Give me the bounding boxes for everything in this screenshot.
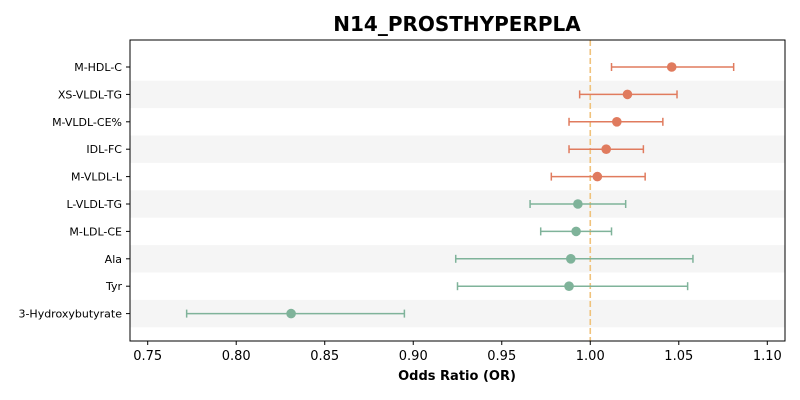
plot-frame	[129, 39, 786, 342]
row-bands	[130, 80, 785, 328]
y-tick-label: L-VLDL-TG	[66, 198, 122, 211]
x-tick-label: 1.10	[753, 349, 782, 364]
or-point	[286, 308, 296, 319]
or-point	[601, 144, 612, 154]
data-marks	[185, 62, 735, 319]
y-tick-label: Tyr	[105, 280, 123, 293]
or-point	[565, 253, 576, 264]
x-axis-label: Odds Ratio (OR)	[398, 369, 516, 384]
x-axis: 0.75 0.80 0.85 0.90 0.95 1.00 1.05 1.10	[133, 341, 782, 364]
y-tick-labels: M-HDL-C XS-VLDL-TG M-VLDL-CE% IDL-FC M-VLDL-…	[18, 61, 130, 321]
x-tick-label: 0.85	[310, 349, 339, 364]
row-band	[130, 80, 785, 109]
y-tick-label: M-VLDL-L	[71, 171, 123, 184]
or-point	[612, 117, 622, 127]
y-tick-label: M-LDL-CE	[69, 225, 122, 238]
or-point	[622, 89, 633, 100]
or-point	[564, 281, 574, 292]
y-tick-label: Ala	[105, 253, 122, 266]
x-tick-label: 0.90	[399, 349, 428, 364]
y-tick-label: M-HDL-C	[74, 61, 122, 74]
y-tick-label: 3-Hydroxybutyrate	[18, 308, 122, 321]
x-tick-label: 1.05	[664, 349, 693, 364]
chart-title: N14_PROSTHYPERPLA	[333, 12, 581, 36]
or-point	[573, 199, 583, 209]
or-point	[666, 62, 677, 72]
x-tick-label: 0.75	[133, 349, 162, 364]
or-point	[571, 226, 581, 237]
row-band	[130, 190, 785, 218]
y-tick-label: IDL-FC	[86, 143, 122, 156]
or-point	[592, 171, 603, 182]
y-tick-label: XS-VLDL-TG	[58, 88, 122, 101]
y-tick-label: M-VLDL-CE%	[52, 116, 122, 129]
x-tick-label: 0.80	[222, 349, 251, 364]
x-tick-label: 1.00	[576, 349, 605, 364]
x-tick-label: 0.95	[487, 349, 516, 364]
row-band	[130, 135, 785, 163]
